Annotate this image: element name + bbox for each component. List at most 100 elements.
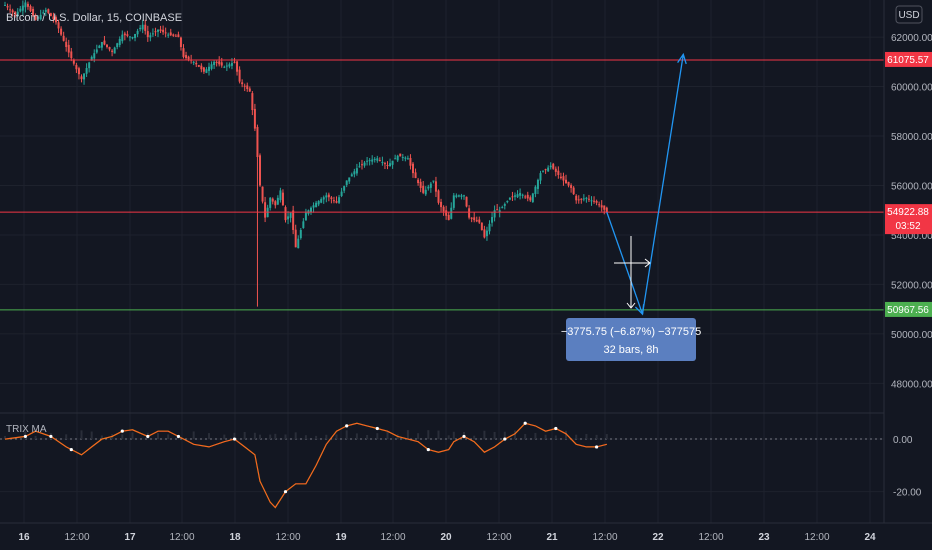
indicator-name[interactable]: TRIX MA	[6, 424, 47, 435]
symbol-title[interactable]: Bitcoin / U.S. Dollar, 15, COINBASE	[6, 12, 182, 24]
candle-body	[391, 160, 394, 165]
candle-body	[442, 206, 445, 212]
candle-body	[302, 221, 305, 228]
projection-arrow[interactable]	[606, 52, 687, 316]
candle-body	[511, 196, 514, 198]
time-tick-label: 12:00	[804, 532, 829, 543]
candle-body	[565, 179, 567, 184]
candle-body	[519, 192, 522, 196]
candle-body	[126, 34, 129, 36]
measure-tool[interactable]: −3775.75 (−6.87%) −377575 32 bars, 8h	[561, 236, 701, 361]
candle-body	[572, 187, 575, 195]
candle-body	[164, 32, 167, 34]
horizontal-levels[interactable]	[0, 59, 884, 311]
candle-body	[424, 189, 427, 195]
candle-body	[496, 209, 499, 211]
candle-body	[253, 108, 256, 129]
candle-body	[554, 168, 557, 172]
candle-body	[580, 198, 583, 200]
candle-body	[154, 31, 157, 33]
candle-body	[136, 30, 139, 35]
candle-body	[197, 65, 200, 67]
price-axis[interactable]: 62000.00 60000.00 58000.00 56000.00 54000.00…	[891, 33, 932, 390]
candle-body	[465, 196, 468, 207]
candle-body	[338, 197, 341, 203]
candle-body	[167, 34, 170, 36]
candle-body	[600, 205, 603, 208]
candle-body	[218, 61, 221, 65]
time-tick-label: 12:00	[380, 532, 405, 543]
candle-body	[205, 69, 208, 73]
candle-body	[111, 50, 114, 52]
trix-cross-marker	[283, 490, 288, 494]
time-tick-label: 12:00	[64, 532, 89, 543]
candle-body	[508, 197, 511, 200]
trix-cross-marker	[595, 445, 599, 449]
candle-body	[315, 202, 318, 208]
measure-arrow-head-right	[644, 258, 651, 268]
candle-body	[445, 210, 448, 216]
candle-body	[603, 205, 606, 210]
time-axis[interactable]: 16 12:00 17 12:00 18 12:00 19 12:00 20 12:00 21 12:…	[18, 532, 876, 543]
candle-body	[485, 230, 488, 237]
trix-indicator-series	[0, 421, 884, 509]
trix-cross-marker	[49, 434, 53, 439]
candle-body	[501, 207, 504, 209]
trix-cross-marker	[345, 424, 349, 428]
candle-body	[287, 216, 290, 220]
price-tick-label: 52000.00	[891, 280, 932, 291]
candle-body	[70, 51, 73, 59]
candle-body	[228, 64, 231, 67]
candle-body	[516, 194, 519, 198]
candle-body	[238, 69, 241, 82]
candle-body	[332, 200, 335, 202]
candle-body	[141, 24, 144, 30]
candle-body	[542, 171, 545, 173]
candle-body	[215, 61, 218, 64]
candle-body	[401, 157, 404, 159]
candle-body	[590, 200, 593, 202]
candle-body	[312, 205, 315, 208]
price-tick-label: 56000.00	[891, 181, 932, 192]
candle-body	[274, 201, 277, 206]
candle-body	[404, 157, 407, 159]
candle-body	[394, 158, 397, 160]
candlestick-series	[4, 0, 608, 307]
candle-body	[52, 16, 55, 20]
candle-body	[14, 11, 17, 15]
candle-body	[241, 82, 244, 85]
price-level-tag	[885, 204, 932, 235]
candle-body	[552, 163, 555, 169]
candle-body	[524, 196, 527, 198]
candle-body	[317, 200, 320, 205]
candle-body	[162, 29, 165, 33]
candle-body	[49, 13, 52, 17]
candle-body	[503, 204, 506, 206]
currency-badge[interactable]: USD	[898, 10, 919, 21]
candle-body	[531, 193, 534, 202]
candle-body	[350, 174, 353, 177]
candle-body	[113, 47, 116, 54]
candle-body	[478, 219, 481, 223]
trix-cross-marker	[146, 434, 150, 439]
trix-axis[interactable]: 0.00 -20.00	[893, 435, 922, 499]
candle-body	[320, 199, 323, 203]
candle-body	[159, 29, 162, 31]
time-tick-label: 12:00	[169, 532, 194, 543]
candle-body	[151, 33, 154, 35]
candle-body	[417, 179, 420, 184]
candle-body	[93, 53, 96, 59]
candle-body	[65, 41, 68, 47]
candle-body	[299, 229, 302, 239]
candle-body	[123, 33, 126, 36]
candle-body	[358, 166, 361, 168]
candle-body	[21, 5, 24, 11]
measure-info-box	[566, 318, 696, 361]
time-tick-label: 12:00	[592, 532, 617, 543]
candle-body	[498, 210, 501, 213]
currency-badge-frame[interactable]	[895, 5, 923, 24]
candle-body	[593, 200, 596, 202]
candle-body	[95, 49, 98, 53]
candle-body	[304, 212, 307, 221]
